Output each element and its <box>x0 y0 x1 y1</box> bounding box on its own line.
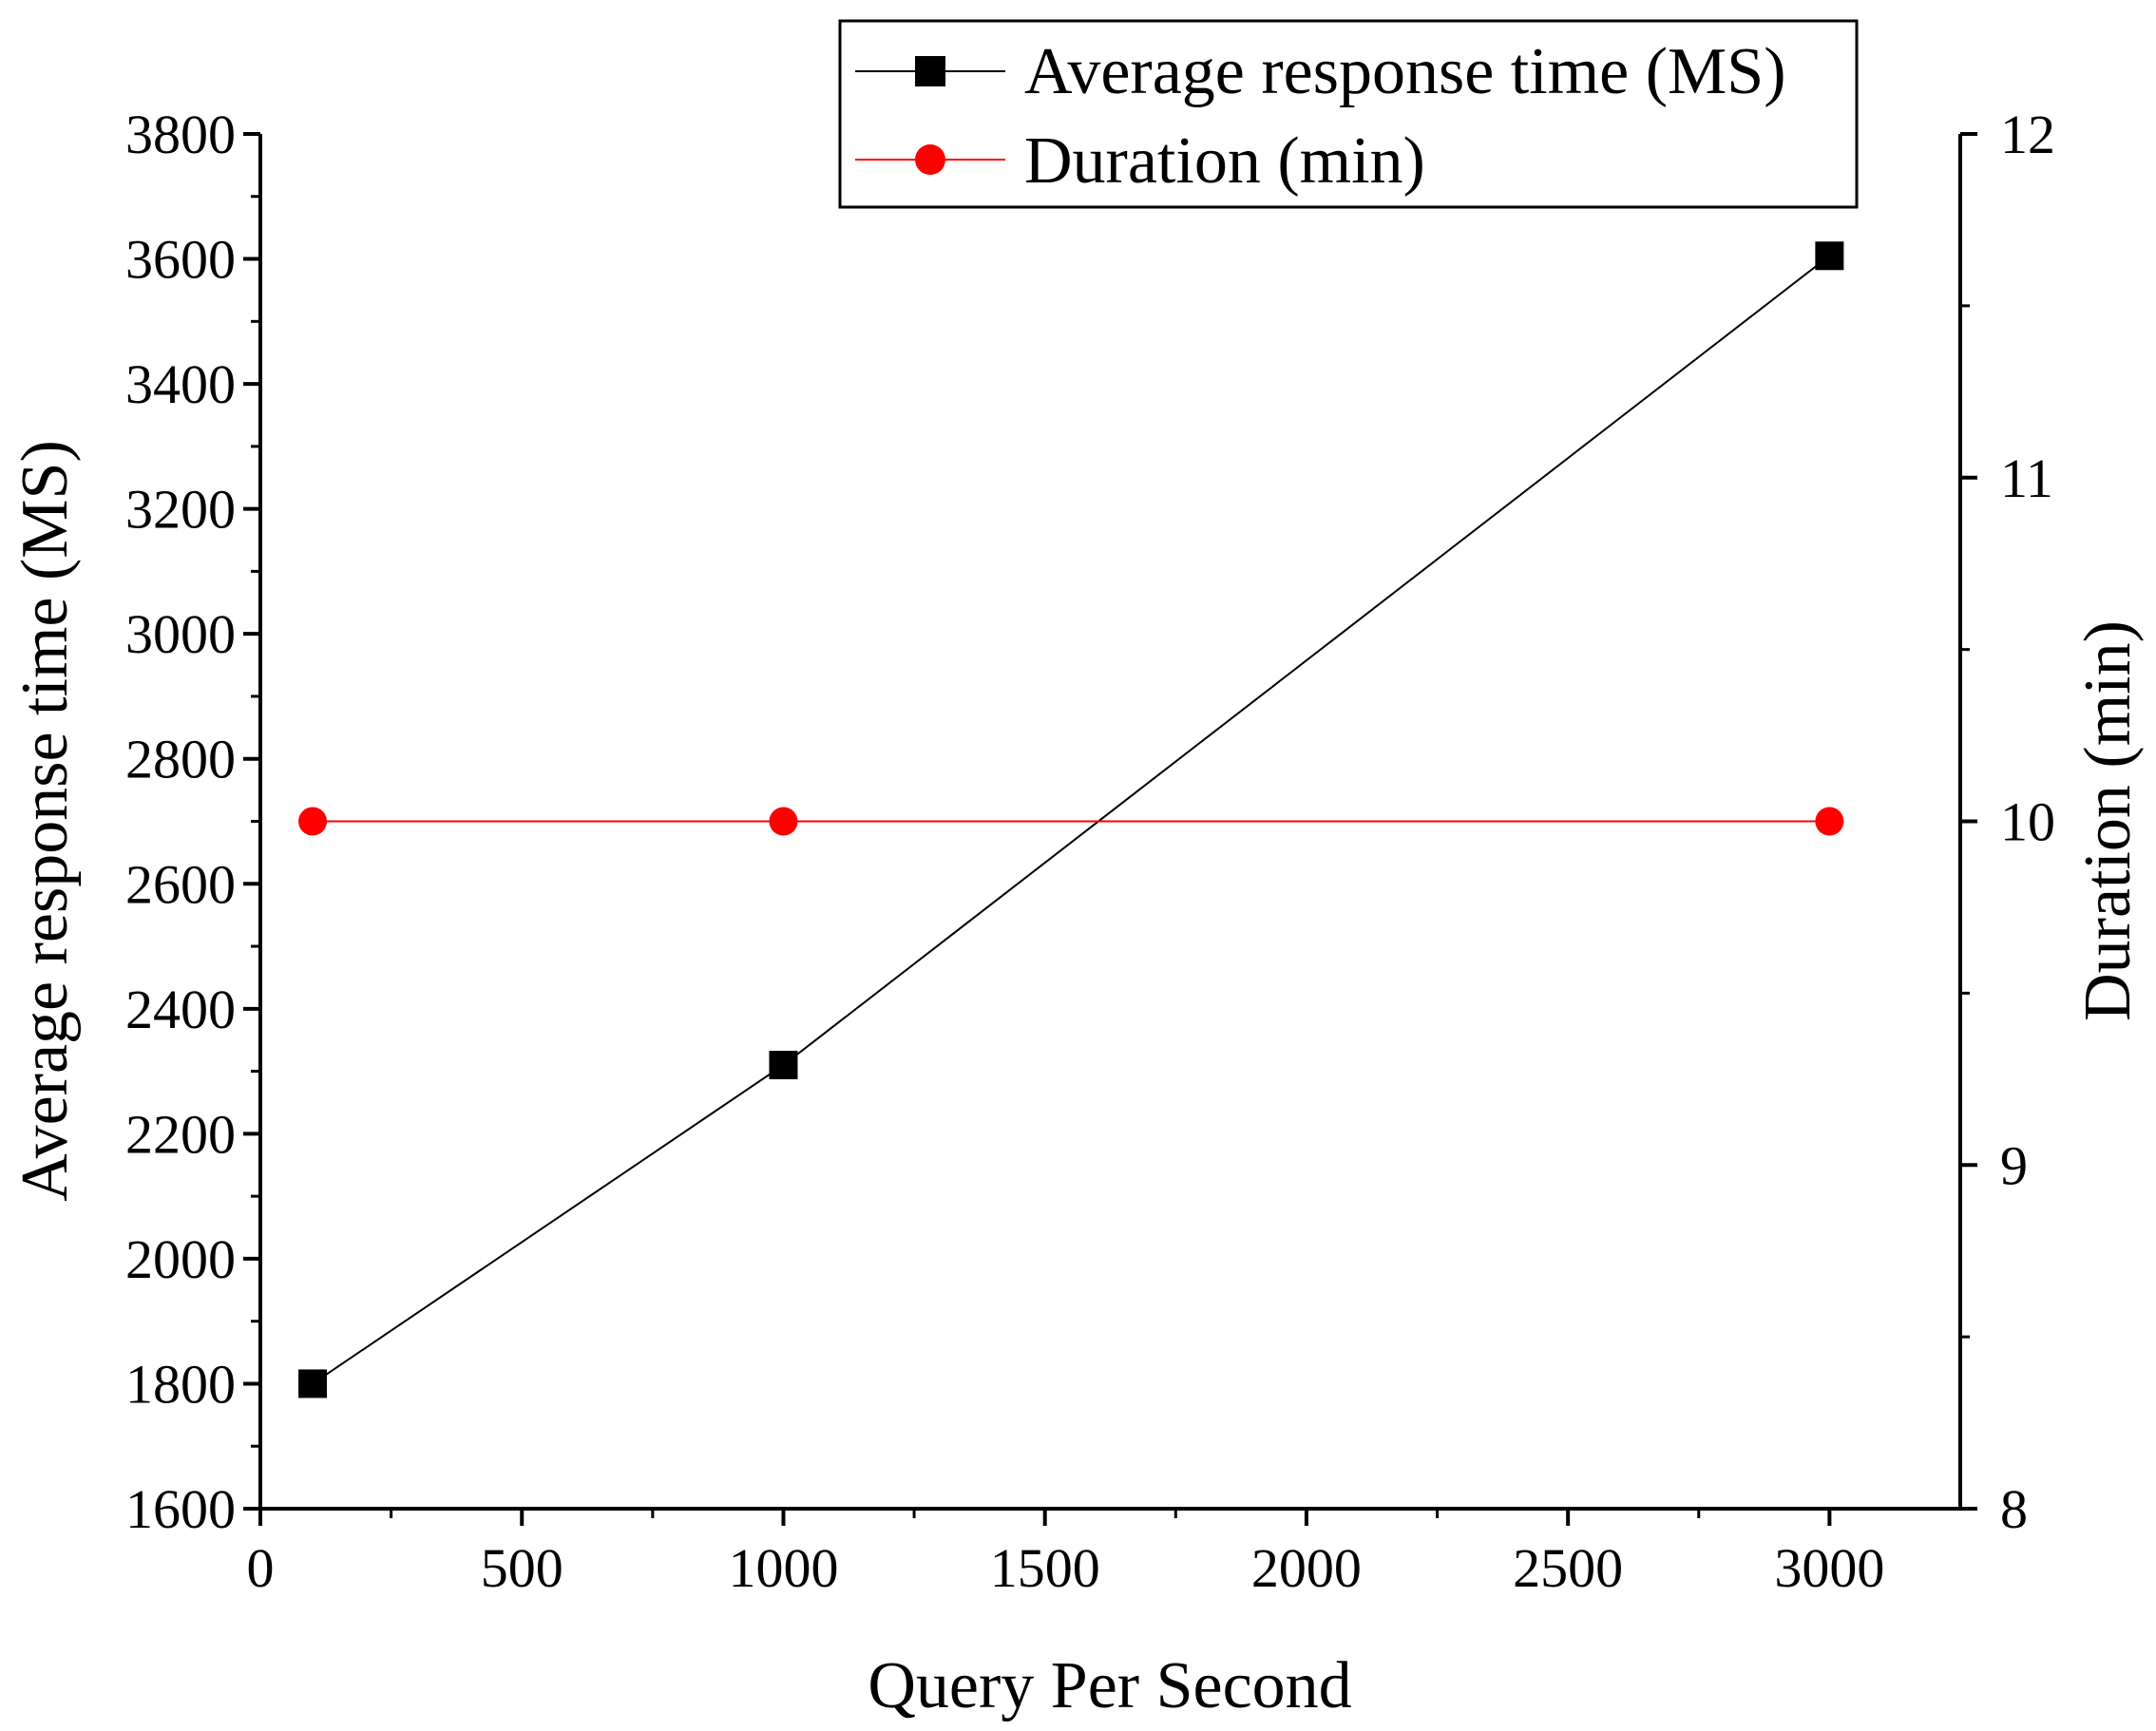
data-point-circle <box>769 807 798 836</box>
y-tick-label: 2400 <box>125 979 236 1040</box>
legend: Average response time (MS) Duration (min… <box>838 19 1859 209</box>
x-tick-label: 0 <box>247 1537 275 1599</box>
left-y-axis-ticks: 1600 1800 2000 2200 2400 2600 2800 3000 3200 3400… <box>125 104 260 1540</box>
right-y-axis-ticks: 8 9 10 11 12 <box>1960 104 2055 1540</box>
x-axis-title: Query Per Second <box>868 1649 1351 1722</box>
right-y-axis-title: Duration (min) <box>2071 620 2145 1021</box>
y2-tick-label: 12 <box>2000 104 2055 165</box>
y-tick-label: 3600 <box>125 229 236 291</box>
series-layer <box>298 241 1844 1398</box>
x-tick-label: 3000 <box>1774 1537 1884 1599</box>
legend-marker-response-time <box>915 56 945 86</box>
x-tick-label: 1500 <box>990 1537 1100 1599</box>
y-tick-label: 1600 <box>125 1478 236 1540</box>
x-tick-label: 1000 <box>728 1537 838 1599</box>
y-tick-label: 3000 <box>125 603 236 665</box>
data-point-square <box>298 1369 328 1398</box>
y-tick-label: 2600 <box>125 853 236 915</box>
y-tick-label: 3200 <box>125 479 236 541</box>
y2-tick-label: 8 <box>2000 1478 2028 1540</box>
y-tick-label: 2800 <box>125 729 236 790</box>
data-point-circle <box>298 807 328 836</box>
legend-marker-duration <box>915 144 945 175</box>
x-tick-label: 2000 <box>1251 1537 1362 1599</box>
data-point-circle <box>1815 807 1844 836</box>
y2-tick-label: 9 <box>2000 1134 2028 1196</box>
y-tick-label: 2200 <box>125 1103 236 1165</box>
y-tick-label: 1800 <box>125 1353 236 1415</box>
y-tick-label: 3800 <box>125 104 236 165</box>
y2-tick-label: 10 <box>2000 791 2055 853</box>
x-axis-ticks: 0 500 1000 1500 2000 2500 3000 <box>247 1509 1884 1599</box>
legend-label-response-time: Average response time (MS) <box>1024 35 1786 108</box>
series-line-0 <box>312 255 1830 1385</box>
left-y-axis-title: Average response time (MS) <box>9 440 82 1202</box>
x-tick-label: 2500 <box>1513 1537 1623 1599</box>
x-tick-label: 500 <box>481 1537 563 1599</box>
legend-label-duration: Duration (min) <box>1024 124 1425 198</box>
data-point-square <box>1815 241 1844 271</box>
y-tick-label: 2000 <box>125 1228 236 1290</box>
y2-tick-label: 11 <box>2000 447 2053 509</box>
legend-box <box>838 19 1859 209</box>
data-point-square <box>769 1051 798 1080</box>
y-tick-label: 3400 <box>125 353 236 415</box>
